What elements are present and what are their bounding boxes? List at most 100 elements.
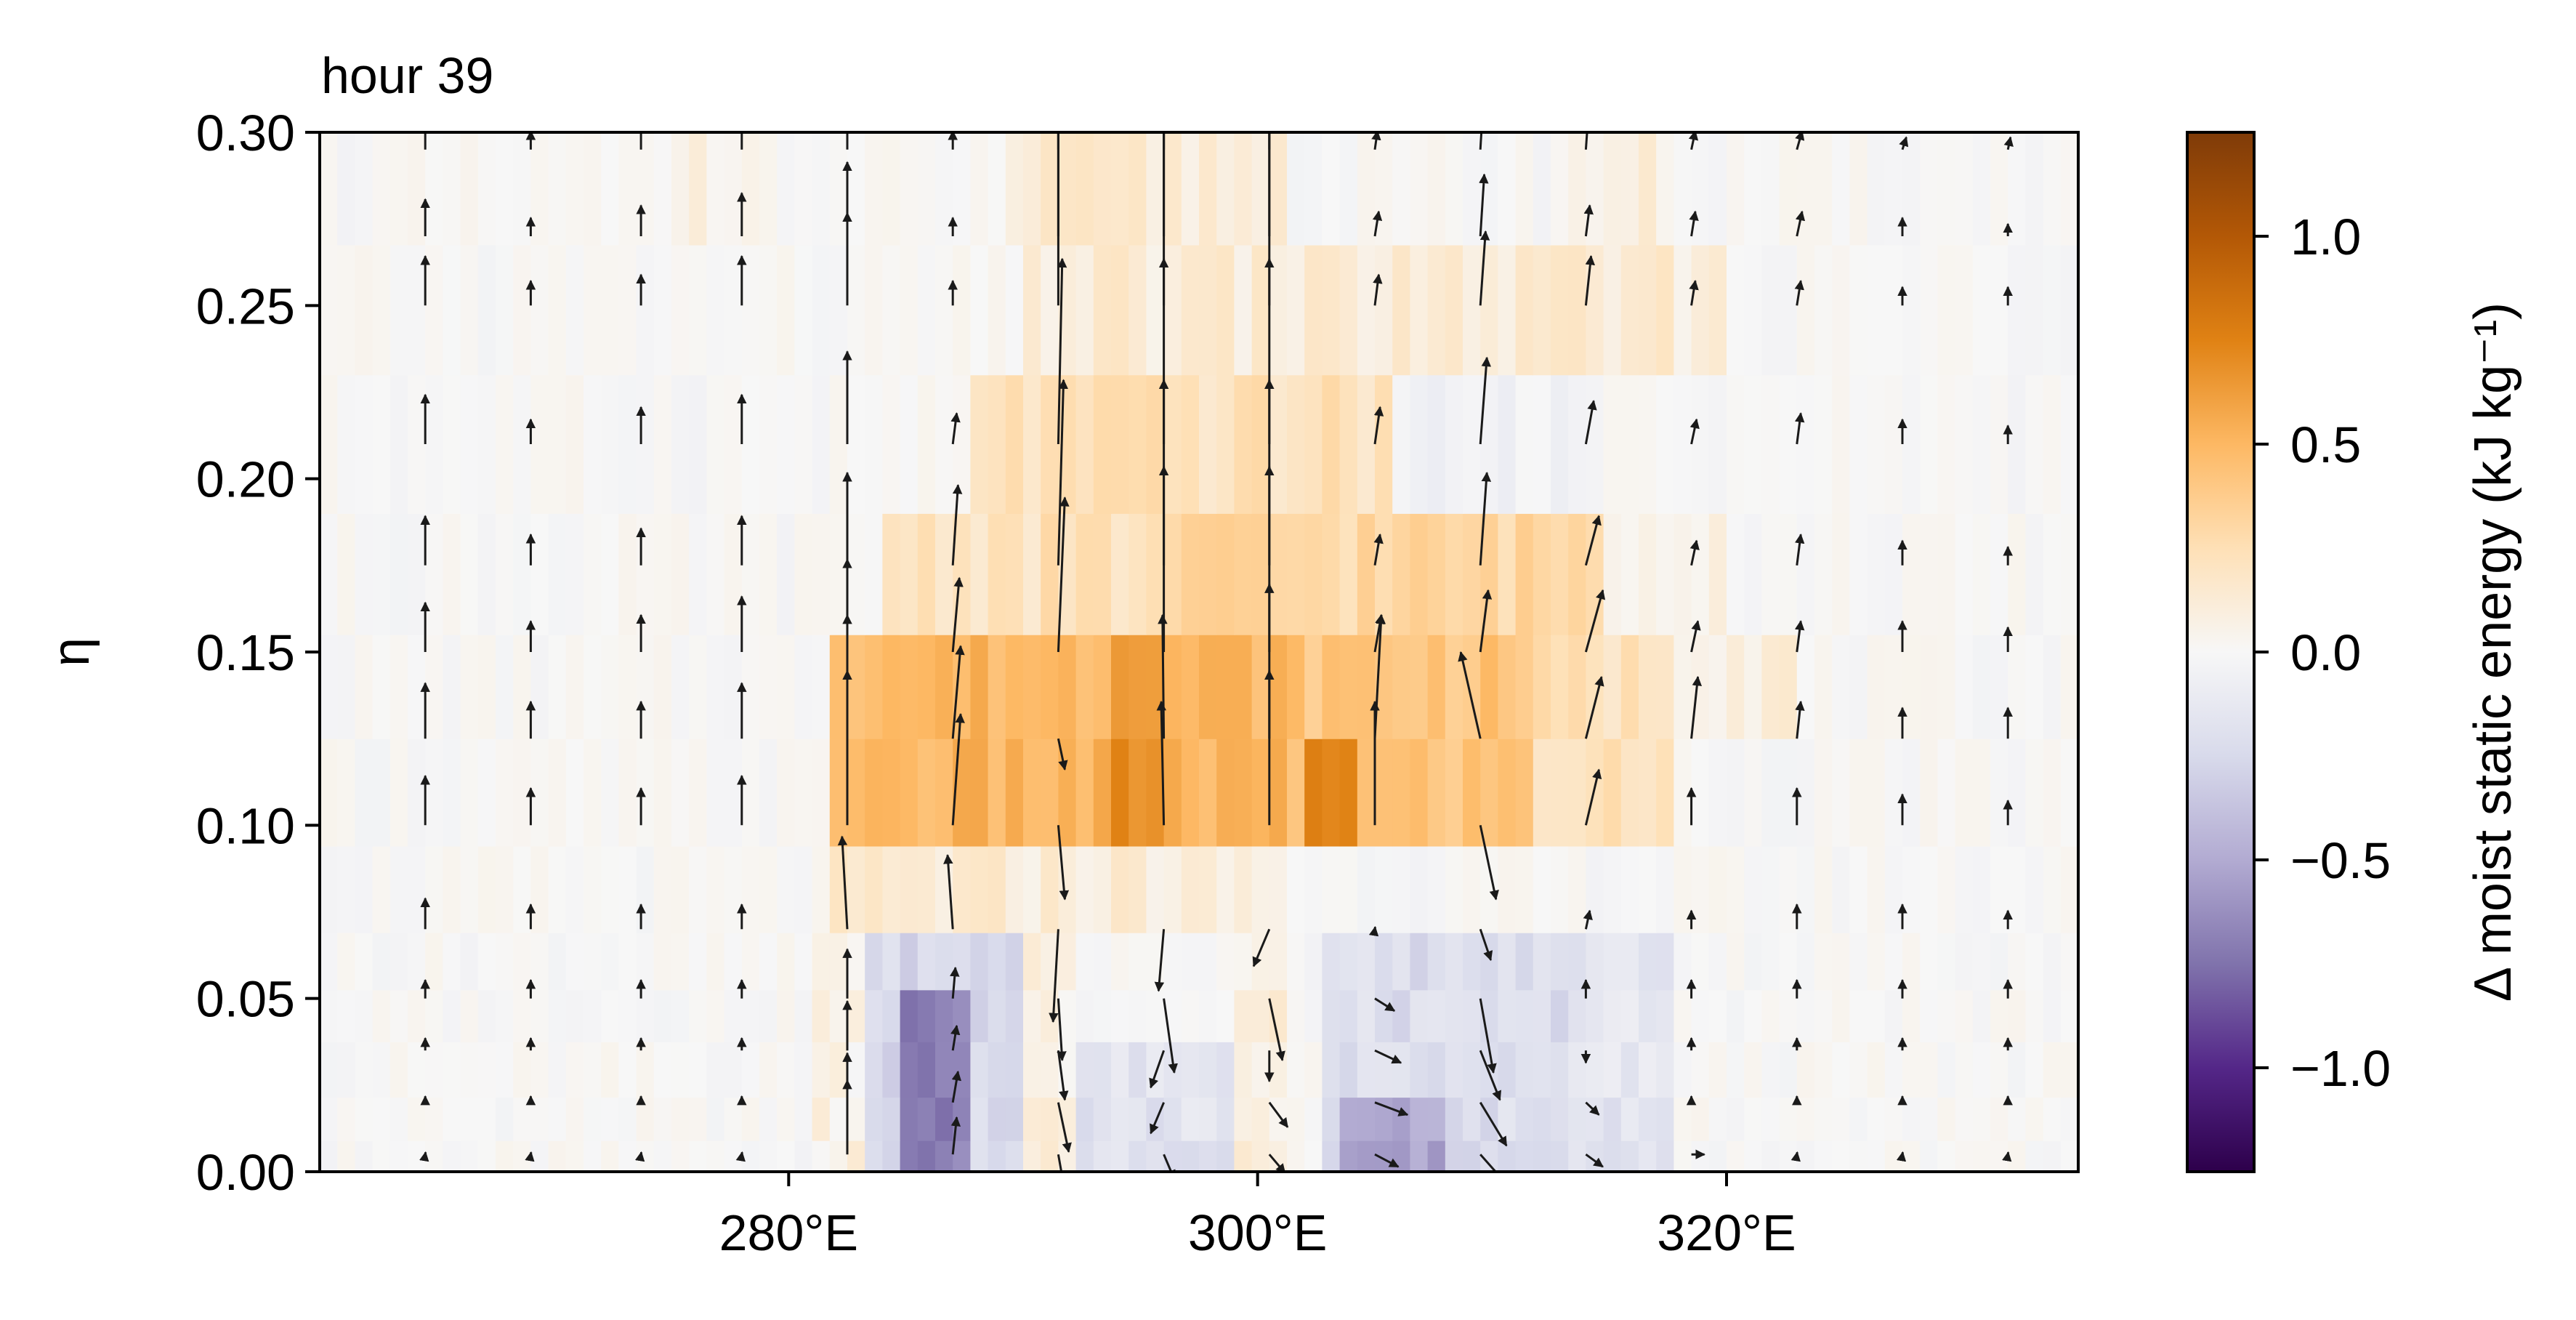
heatmap-cell [1727,132,1745,246]
heatmap-cell [496,1042,514,1098]
heatmap-cell [724,1140,743,1172]
heatmap-cell [1005,132,1024,246]
heatmap-cell [1023,1042,1041,1098]
heatmap-cell [636,739,655,847]
heatmap-cell [1410,635,1429,739]
heatmap-cell [408,635,426,739]
heatmap-cell [1357,1097,1376,1141]
heatmap-cell [1498,513,1517,635]
wind-arrow [1374,997,1396,1012]
heatmap-cell [1075,1042,1094,1098]
heatmap-cell [1727,739,1745,847]
heatmap-cell [1708,1140,1727,1172]
heatmap-cell [1181,635,1200,739]
heatmap-cell [1463,132,1481,246]
heatmap-cell [653,513,672,635]
heatmap-cell [1884,635,1903,739]
heatmap-cell [1163,132,1182,246]
heatmap-cell [2025,989,2044,1042]
heatmap-cell [1814,244,1833,376]
heatmap-cell [1322,1140,1341,1172]
heatmap-cell [1199,244,1217,376]
heatmap-cell [970,933,989,991]
heatmap-cell [2060,635,2078,739]
heatmap-cell [513,739,531,847]
heatmap-cell [917,845,936,933]
heatmap-cell [1796,513,1815,635]
colorbar-tick-label: −0.5 [2290,832,2391,889]
heatmap-cell [1744,739,1762,847]
heatmap-cell [425,845,443,933]
heatmap-cell [794,933,813,991]
heatmap-cell [1410,989,1429,1042]
heatmap-cell [1568,244,1586,376]
heatmap-cell [1691,989,1710,1042]
heatmap-cell [636,1042,655,1098]
heatmap-cell [1990,244,2008,376]
heatmap-cell [601,1097,619,1141]
heatmap-cell [1075,989,1094,1042]
heatmap-cell [1779,513,1798,635]
heatmap-cell [1181,989,1200,1042]
heatmap-cell [847,739,865,847]
heatmap-cell [584,244,602,376]
heatmap-cell [917,1042,936,1098]
heatmap-cell [1708,374,1727,514]
heatmap-cell [741,374,760,514]
heatmap-cell [1463,244,1481,376]
heatmap-cell [653,739,672,847]
heatmap-cell [1533,244,1551,376]
heatmap-cell [741,1042,760,1098]
heatmap-cell [1990,1042,2008,1098]
heatmap-cell [1251,132,1270,246]
heatmap-cell [1656,739,1674,847]
heatmap-cell [372,1097,391,1141]
heatmap-cell [1322,933,1341,991]
heatmap-cell [408,845,426,933]
heatmap-cell [1041,132,1059,246]
heatmap-cell [618,635,637,739]
heatmap-cell [443,132,461,246]
heatmap-cell [1287,739,1305,847]
wind-arrow [1584,675,1604,739]
heatmap-cell [1199,374,1217,514]
heatmap-cell [389,244,408,376]
heatmap-cell [1902,1042,1921,1098]
heatmap-cell [1339,933,1358,991]
heatmap-cell [496,989,514,1042]
heatmap-cell [1128,244,1147,376]
heatmap-cell [829,989,848,1042]
wind-arrow [1584,515,1602,566]
heatmap-cell [2060,989,2078,1042]
heatmap-cell [1357,739,1376,847]
heatmap-cell [1533,933,1551,991]
heatmap-cell [1304,1097,1323,1141]
heatmap-cell [2043,244,2062,376]
heatmap-cell [1216,513,1235,635]
heatmap-cell [565,132,584,246]
heatmap-cell [1955,1042,1974,1098]
heatmap-cell [1445,374,1463,514]
heatmap-cell [865,132,883,246]
wind-arrow [419,1151,429,1162]
heatmap-cell [601,989,619,1042]
heatmap-cell [636,374,655,514]
heatmap-cell [900,1097,918,1141]
heatmap-cell [496,635,514,739]
heatmap-cell [1708,1097,1727,1141]
y-tick-label: 0.25 [196,278,295,334]
heatmap-cell [1392,374,1410,514]
heatmap-cell [618,374,637,514]
heatmap-cell [1163,739,1182,847]
heatmap-cell [460,845,479,933]
heatmap-cell [530,635,549,739]
heatmap-cell [425,244,443,376]
heatmap-cell [1603,739,1622,847]
heatmap-cell [636,513,655,635]
heatmap-cell [1673,1140,1692,1172]
heatmap-cell [1568,132,1586,246]
heatmap-cell [689,845,707,933]
heatmap-cell [1251,739,1270,847]
heatmap-cell [1163,374,1182,514]
heatmap-cell [320,1097,338,1141]
